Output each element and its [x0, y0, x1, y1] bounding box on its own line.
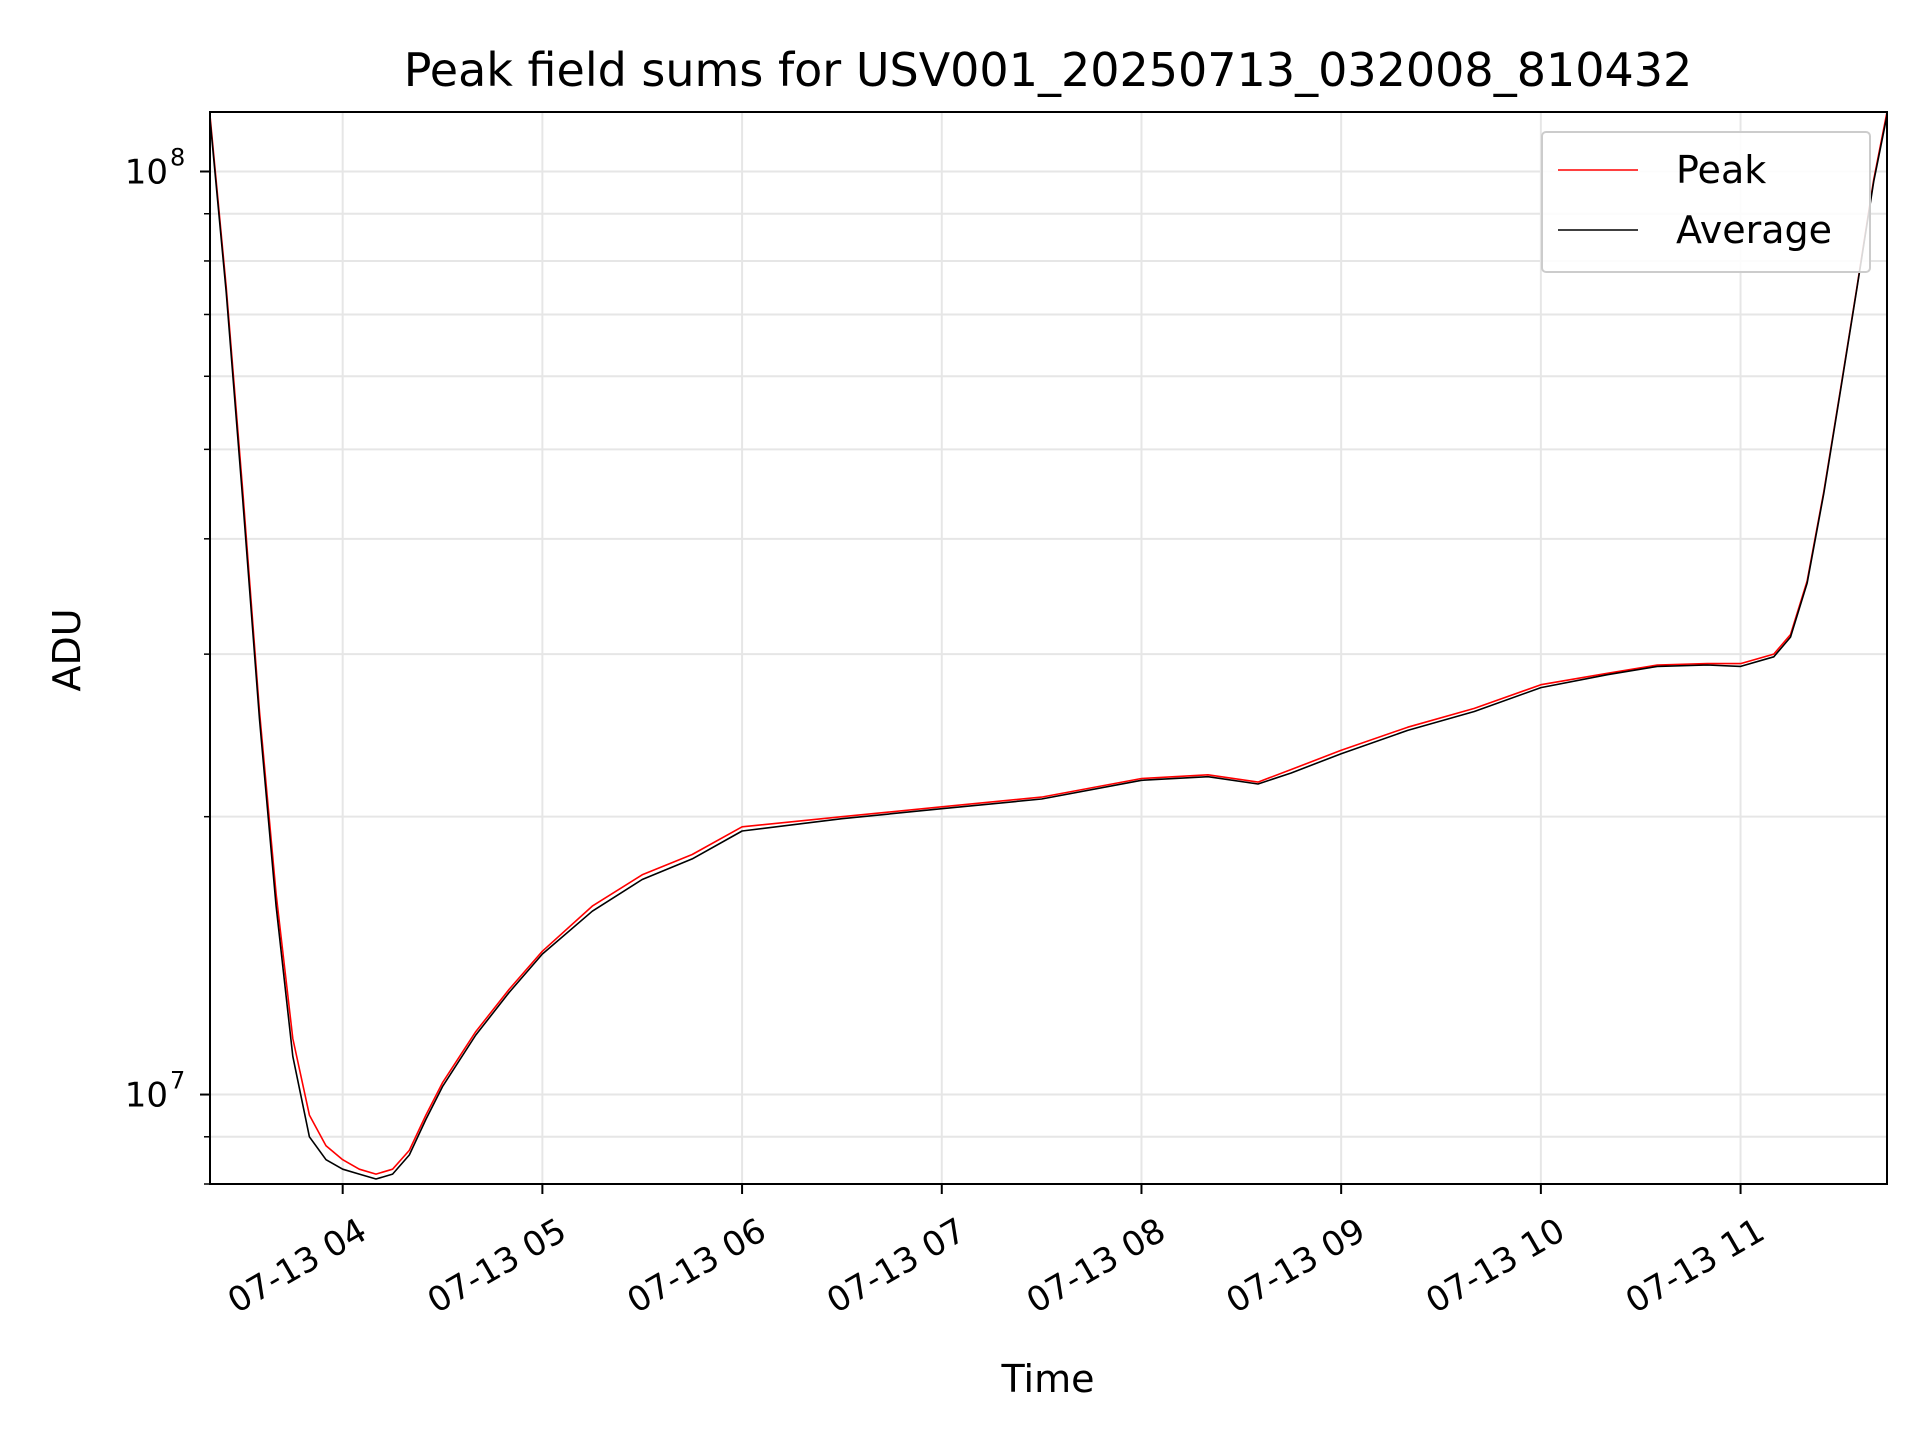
plot-frame [209, 111, 1888, 1185]
legend: Peak Average [1541, 131, 1871, 273]
y-tick-label-base: 10 [125, 152, 168, 192]
y-tick-label-exponent: 7 [170, 1067, 185, 1095]
series-layer [209, 111, 1888, 1180]
legend-box [1541, 131, 1871, 273]
legend-label-peak: Peak [1676, 148, 1766, 192]
y-tick-label: 10 8 [125, 143, 186, 192]
y-tick-label-exponent: 8 [170, 143, 185, 171]
series-line-average [209, 115, 1888, 1180]
chart-title: Peak field sums for USV001_20250713_0320… [404, 43, 1693, 97]
y-tick-label: 10 7 [125, 1067, 186, 1116]
x-axis-label: Time [1001, 1357, 1095, 1401]
y-axis-label: ADU [45, 608, 89, 691]
legend-label-average: Average [1676, 208, 1832, 252]
y-tick-label-base: 10 [125, 1076, 168, 1116]
series-line-peak [209, 111, 1888, 1175]
